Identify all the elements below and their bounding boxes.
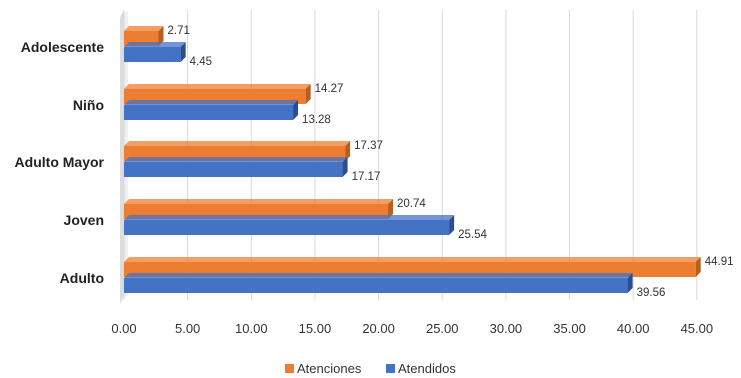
legend-label-atendidos: Atendidos xyxy=(398,361,456,376)
data-label: 2.71 xyxy=(167,25,189,37)
data-label: 39.56 xyxy=(637,287,666,299)
data-label: 13.28 xyxy=(302,114,331,126)
x-tick-label: 25.00 xyxy=(426,321,459,336)
bar-atendidos-0 xyxy=(124,42,186,62)
x-tick-label: 45.00 xyxy=(681,321,714,336)
x-tick-label: 10.00 xyxy=(235,321,268,336)
x-tick-label: 40.00 xyxy=(617,321,650,336)
category-label: Joven xyxy=(64,212,104,228)
x-tick-label: 15.00 xyxy=(299,321,332,336)
category-labels: Adolescente Niño Adulto Mayor Joven Adulto xyxy=(15,39,105,286)
bar-atendidos-4 xyxy=(124,273,633,293)
category-label: Adulto Mayor xyxy=(15,154,105,170)
category-label: Adolescente xyxy=(21,39,104,55)
data-label: 14.27 xyxy=(315,83,344,95)
category-label: Adulto xyxy=(60,270,104,286)
legend-label-atenciones: Atenciones xyxy=(297,361,362,376)
x-tick-label: 0.00 xyxy=(111,321,136,336)
bar-atendidos-3 xyxy=(124,215,454,235)
legend-swatch-atendidos xyxy=(386,364,395,373)
x-tick-label: 5.00 xyxy=(175,321,200,336)
x-tick-label: 20.00 xyxy=(362,321,395,336)
category-label: Niño xyxy=(73,97,104,113)
x-tick-labels: 0.00 5.00 10.00 15.00 20.00 25.00 30.00 35.00 40… xyxy=(111,321,713,336)
data-label: 44.91 xyxy=(705,256,734,268)
data-label: 17.17 xyxy=(352,171,381,183)
legend: Atenciones Atendidos xyxy=(285,361,456,376)
data-label: 17.37 xyxy=(354,140,383,152)
data-label: 25.54 xyxy=(458,229,487,241)
data-label: 20.74 xyxy=(397,198,426,210)
bar-atendidos-1 xyxy=(124,100,298,120)
x-tick-label: 35.00 xyxy=(553,321,586,336)
x-tick-label: 30.00 xyxy=(490,321,523,336)
data-label: 4.45 xyxy=(190,56,212,68)
legend-swatch-atenciones xyxy=(285,364,294,373)
bar-atendidos-2 xyxy=(124,157,348,177)
